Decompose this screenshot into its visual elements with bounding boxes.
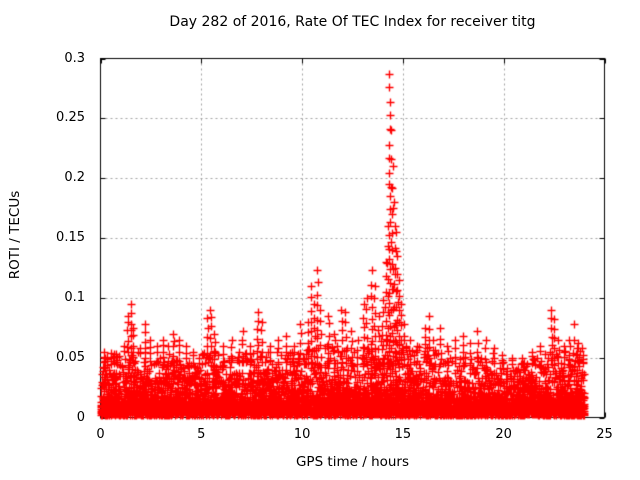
y-tick-label: 0.25 [56,110,85,126]
y-tick-label: 0.2 [64,170,85,186]
y-tick-label: 0.15 [56,230,85,245]
y-tick-label: 0 [76,409,85,425]
x-tick-label: 15 [394,427,412,442]
x-tick-label: 5 [197,427,206,442]
y-tick-label: 0.1 [64,289,85,305]
x-tick-label: 25 [596,427,613,442]
y-tick-label: 0.3 [64,50,85,66]
x-tick-label: 0 [96,427,105,442]
x-tick-label: 20 [495,427,512,442]
y-tick-label: 0.05 [56,349,85,365]
x-axis-label: GPS time / hours [295,454,410,470]
chart-title: Day 282 of 2016, Rate Of TEC Index for r… [169,14,536,30]
x-tick-label: 10 [293,427,311,442]
